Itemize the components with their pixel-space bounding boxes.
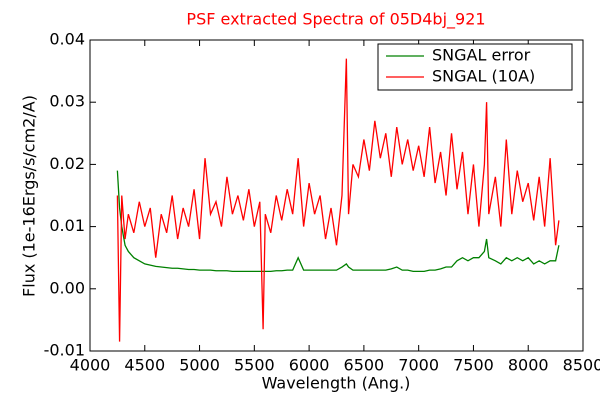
x-tick-label: 6500 — [344, 356, 385, 375]
x-tick-label: 4000 — [70, 356, 111, 375]
x-tick-label: 7000 — [398, 356, 439, 375]
y-tick-label: -0.01 — [44, 341, 85, 360]
x-tick-label: 5000 — [179, 356, 220, 375]
x-tick-label: 7500 — [453, 356, 494, 375]
plot-frame — [89, 39, 584, 352]
legend-box — [377, 43, 573, 91]
y-tick-label: 0.03 — [49, 92, 85, 111]
x-axis-label: Wavelength (Ang.) — [262, 374, 411, 393]
data-line — [116, 170, 560, 273]
y-tick-label: 0.02 — [49, 154, 85, 173]
y-axis-label: Flux (1e-16Ergs/s/cm2/A) — [20, 95, 39, 297]
y-tick-label: 0.01 — [49, 216, 85, 235]
y-tick-label: 0.00 — [49, 278, 85, 297]
x-tick-label: 8000 — [508, 356, 549, 375]
x-tick-label: 8500 — [563, 356, 600, 375]
legend-label: SNGAL error — [432, 46, 531, 65]
data-line — [116, 58, 560, 342]
legend-label: SNGAL (10A) — [432, 67, 535, 86]
x-tick-label: 5500 — [234, 356, 275, 375]
x-tick-label: 4500 — [124, 356, 165, 375]
x-tick-label: 6000 — [289, 356, 330, 375]
y-tick-label: 0.04 — [49, 30, 85, 49]
chart-title: PSF extracted Spectra of 05D4bj_921 — [186, 10, 485, 30]
